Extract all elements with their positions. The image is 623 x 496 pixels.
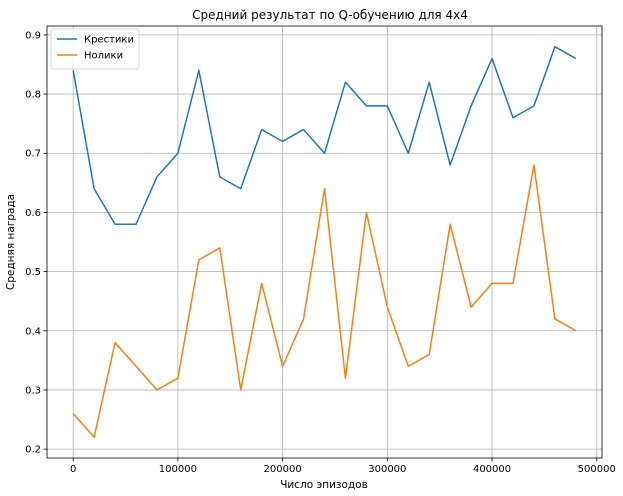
x-tick-label: 500000: [578, 464, 616, 475]
series-lines: [72, 45, 577, 439]
axis-ticks: [43, 34, 598, 462]
series-line-2: [72, 164, 577, 439]
y-tick-label: 0.7: [25, 149, 41, 160]
x-tick-label: 400000: [473, 464, 511, 475]
y-tick-label: 0.5: [25, 267, 41, 278]
grid-lines: [47, 26, 602, 458]
legend: Крестики Нолики: [50, 28, 140, 70]
y-axis-label: Средняя награда: [5, 194, 17, 290]
legend-label-1: Крестики: [84, 35, 134, 46]
series-line-1: [72, 45, 577, 225]
chart-title: Средний результат по Q-обучению для 4x4: [192, 8, 468, 22]
legend-label-2: Нолики: [84, 51, 123, 62]
x-tick-label: 200000: [264, 464, 302, 475]
y-tick-label: 0.8: [25, 90, 41, 101]
plot-frame: [46, 25, 603, 459]
y-tick-label: 0.2: [25, 445, 41, 456]
x-tick-label: 300000: [368, 464, 406, 475]
y-tick-label: 0.3: [25, 385, 41, 396]
y-tick-label: 0.6: [25, 208, 41, 219]
tick-labels: 0 100000 200000 300000 400000 500000 0.2 0.3 0.4…: [25, 30, 616, 475]
x-tick-label: 0: [70, 464, 76, 475]
y-tick-label: 0.4: [25, 326, 41, 337]
y-tick-label: 0.9: [25, 30, 41, 41]
x-axis-label: Число эпизодов: [280, 479, 368, 491]
x-tick-label: 100000: [159, 464, 197, 475]
